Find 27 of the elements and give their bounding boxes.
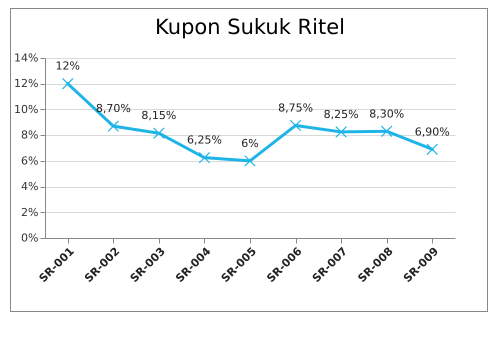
y-tick-label: 12% — [14, 77, 38, 90]
y-tick-label: 8% — [21, 128, 38, 142]
data-label: 6% — [241, 136, 259, 150]
data-label: 8,30% — [369, 107, 404, 120]
y-tick-label: 14% — [14, 52, 38, 64]
y-tick-label: 0% — [21, 232, 38, 244]
data-label: 6,25% — [186, 134, 222, 147]
point — [380, 125, 393, 138]
chart-title: Kupon Sukuk Ritel — [155, 15, 345, 39]
point — [335, 126, 347, 138]
data-label: 12% — [56, 60, 80, 73]
point — [290, 120, 302, 132]
point — [244, 155, 256, 167]
point — [62, 78, 74, 90]
y-tick-label: 10% — [14, 102, 38, 116]
data-label: 8,75% — [278, 102, 314, 114]
point — [153, 127, 165, 140]
data-label: 8,25% — [324, 108, 359, 121]
point — [426, 143, 438, 156]
y-tick-label: 2% — [21, 206, 38, 219]
data-label: 6,90% — [414, 125, 450, 138]
data-label: 8,15% — [141, 109, 176, 122]
y-tick-label: 4% — [21, 180, 38, 194]
data-label: 8,70% — [96, 102, 131, 116]
point — [198, 152, 210, 164]
point — [107, 120, 120, 132]
y-tick-label: 6% — [21, 154, 38, 168]
